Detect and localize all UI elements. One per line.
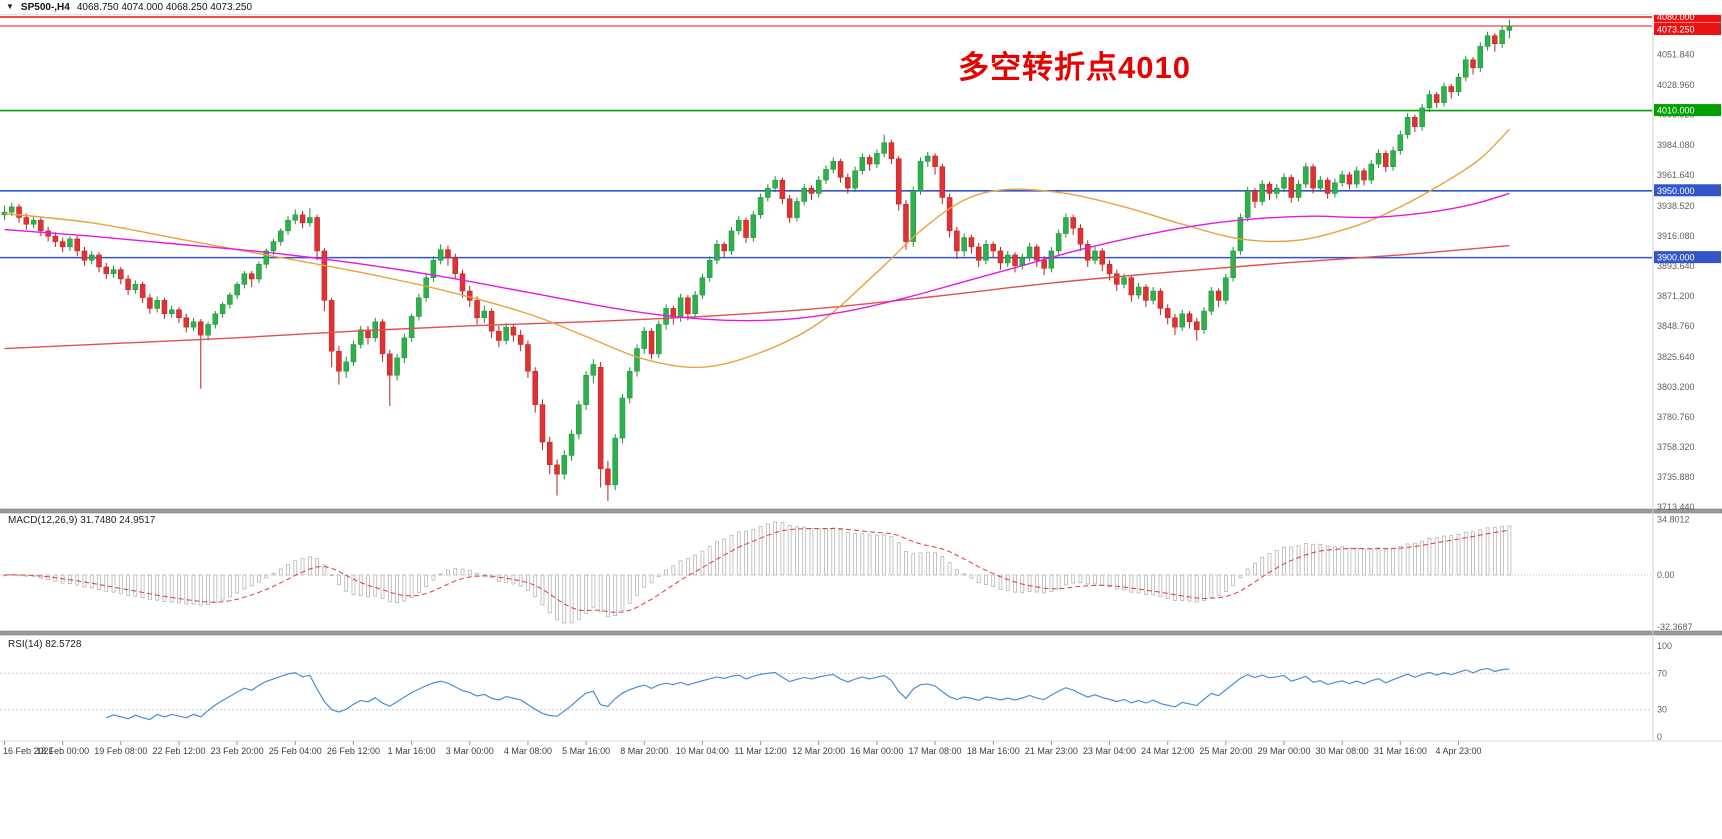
rsi-line (106, 667, 1510, 721)
candles-layer (1, 19, 1513, 501)
time-scale-label: 22 Feb 12:00 (152, 746, 205, 756)
time-scale-label: 16 Mar 00:00 (850, 746, 903, 756)
macd-scale-label: 0.00 (1657, 570, 1675, 580)
rsi-scale-label: 30 (1657, 705, 1667, 715)
price-scale-label: 3961.640 (1657, 170, 1695, 180)
time-scale-label: 30 Mar 08:00 (1316, 746, 1369, 756)
time-scale-label: 24 Mar 12:00 (1141, 746, 1194, 756)
macd-panel-splitter[interactable] (0, 508, 1722, 514)
price-scale-label: 3871.200 (1657, 291, 1695, 301)
price-badge (1654, 184, 1721, 197)
time-scale-label: 25 Mar 20:00 (1199, 746, 1252, 756)
price-badge (1654, 23, 1721, 35)
time-scale-label: 18 Feb 00:00 (36, 746, 89, 756)
price-scale-label: 3984.080 (1657, 140, 1695, 150)
price-scale-label: 3758.320 (1657, 442, 1695, 452)
time-scale-label: 16 Feb 2021 (3, 746, 54, 756)
time-scale-label: 23 Feb 20:00 (211, 746, 264, 756)
time-scale-label: 21 Mar 23:00 (1025, 746, 1078, 756)
price-badge (1654, 104, 1721, 117)
time-scale-label: 18 Mar 16:00 (967, 746, 1020, 756)
rsi-scale-label: 0 (1657, 732, 1662, 742)
time-scale-label: 10 Mar 04:00 (676, 746, 729, 756)
time-scale-label: 4 Apr 23:00 (1435, 746, 1481, 756)
time-scale-label: 8 Mar 20:00 (620, 746, 668, 756)
price-badge-label: 3950.000 (1657, 186, 1695, 196)
rsi-panel[interactable] (0, 667, 1652, 721)
price-scale-label: 4051.840 (1657, 50, 1695, 60)
chart-symbol-timeframe: SP500-,H4 (20, 1, 70, 13)
time-scale-label: 1 Mar 16:00 (388, 746, 436, 756)
price-badge-label: 4010.000 (1657, 106, 1695, 116)
price-scale-label: 3780.760 (1657, 412, 1695, 422)
time-scale-label: 17 Mar 08:00 (909, 746, 962, 756)
price-scale-label: 3713.440 (1657, 502, 1695, 512)
price-badge-label: 3900.000 (1657, 253, 1695, 263)
price-scale-label: 4028.960 (1657, 80, 1695, 90)
price-scale-label: 3893.640 (1657, 261, 1695, 271)
price-scale-label: 3825.640 (1657, 352, 1695, 362)
rsi-scale-label: 100 (1657, 641, 1672, 651)
ma-magenta (4, 192, 1510, 322)
price-scale-label: 3916.080 (1657, 231, 1695, 241)
time-scale-label: 26 Feb 12:00 (327, 746, 380, 756)
ma-orange (4, 128, 1510, 369)
rsi-scale-label: 70 (1657, 668, 1667, 678)
rsi-indicator-label: RSI(14) 82.5728 (8, 639, 82, 650)
price-scale-label: 3735.880 (1657, 472, 1695, 482)
price-scale-label: 3938.520 (1657, 201, 1695, 211)
macd-scale-label: 34.8012 (1657, 514, 1690, 524)
price-badge-label: 4073.250 (1657, 25, 1695, 35)
symbol-dropdown-icon[interactable]: ▼ (6, 2, 14, 11)
price-badge (1654, 251, 1721, 264)
macd-signal-line (4, 527, 1510, 613)
time-scale-label: 5 Mar 16:00 (562, 746, 610, 756)
time-scale-label: 19 Feb 08:00 (94, 746, 147, 756)
time-scale-label: 29 Mar 00:00 (1257, 746, 1310, 756)
time-scale-label: 23 Mar 04:00 (1083, 746, 1136, 756)
price-scale-label: 3848.760 (1657, 321, 1695, 331)
macd-histogram (2, 521, 1512, 624)
macd-panel[interactable] (0, 521, 1652, 624)
chart-title-bar: ▼ SP500-,H4 4068.750 4074.000 4068.250 4… (0, 0, 1722, 15)
rsi-panel-splitter[interactable] (0, 630, 1722, 636)
time-scale-label: 3 Mar 00:00 (446, 746, 494, 756)
time-scale-label: 12 Mar 20:00 (792, 746, 845, 756)
chart-annotation-text[interactable]: 多空转折点4010 (958, 50, 1191, 85)
macd-indicator-label: MACD(12,26,9) 31.7480 24.9517 (8, 515, 156, 526)
price-badge-label: 4080.000 (1657, 12, 1695, 22)
time-scale-label: 4 Mar 08:00 (504, 746, 552, 756)
price-scale-label: 3803.200 (1657, 382, 1695, 392)
time-scale-label: 25 Feb 04:00 (269, 746, 322, 756)
time-scale-label: 31 Mar 16:00 (1374, 746, 1427, 756)
macd-scale-label: -32.3687 (1657, 622, 1693, 632)
ma-red (4, 244, 1510, 350)
main-price-panel[interactable] (0, 16, 1652, 501)
chart-ohlc-values: 4068.750 4074.000 4068.250 4073.250 (76, 1, 253, 13)
time-scale-label: 11 Mar 12:00 (734, 746, 786, 756)
